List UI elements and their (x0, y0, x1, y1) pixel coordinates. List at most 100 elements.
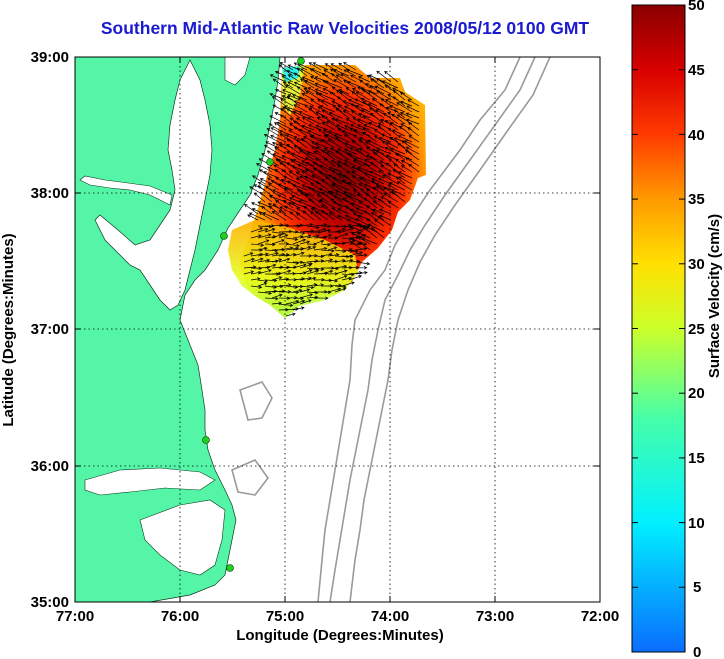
velocity-vector (362, 131, 378, 143)
velocity-vector (266, 150, 280, 161)
velocity-vector (285, 299, 300, 305)
velocity-vector (334, 269, 348, 275)
velocity-vector (305, 157, 322, 167)
velocity-vector (271, 231, 285, 236)
velocity-vector (331, 207, 343, 215)
velocity-vector (271, 233, 283, 239)
colorbar-tick-label: 30 (688, 256, 705, 273)
velocity-vector (264, 228, 276, 233)
velocity-vector (281, 154, 294, 161)
velocity-vector (374, 219, 385, 227)
velocity-vector (362, 128, 378, 137)
velocity-vector (326, 151, 343, 161)
velocity-vector (321, 115, 336, 125)
velocity-vector (310, 68, 329, 77)
velocity-vector (285, 224, 301, 228)
velocity-vector (395, 158, 406, 167)
velocity-vector (335, 150, 350, 161)
velocity-vector (348, 195, 364, 203)
velocity-vector (392, 87, 406, 95)
velocity-vector (257, 269, 272, 275)
velocity-vector (293, 62, 308, 71)
velocity-vector (248, 212, 266, 221)
velocity-vector (324, 80, 343, 89)
velocity-vector (348, 248, 364, 257)
velocity-vector (296, 67, 308, 77)
velocity-vector (285, 312, 296, 317)
velocity-vector (269, 115, 287, 125)
velocity-vector (343, 80, 357, 89)
radar-stations (202, 57, 305, 572)
velocity-vector (244, 203, 259, 215)
velocity-vector (322, 129, 336, 137)
colorbar-tick-label: 50 (688, 0, 705, 14)
colorbar-tick-label: 5 (693, 579, 701, 596)
velocity-vector (381, 140, 392, 149)
velocity-vector (257, 228, 269, 233)
velocity-vector (311, 145, 322, 155)
velocity-vector (327, 287, 342, 293)
velocity-vector (292, 231, 306, 235)
velocity-vector (370, 112, 385, 125)
velocity-vector (313, 239, 325, 245)
velocity-vector (271, 239, 285, 245)
velocity-vector (399, 125, 413, 137)
velocity-vector (322, 87, 336, 95)
velocity-vector (308, 198, 322, 209)
velocity-vector (288, 170, 301, 179)
velocity-vector (278, 283, 292, 287)
velocity-vector (305, 168, 322, 179)
velocity-vector (350, 110, 364, 119)
velocity-vector (257, 252, 269, 257)
y-tick-label: 39:00 (31, 49, 69, 66)
velocity-vector (313, 254, 325, 259)
velocity-vector (407, 127, 420, 137)
velocity-vector (247, 214, 259, 221)
velocity-vector (395, 152, 413, 161)
velocity-vector (345, 118, 357, 125)
velocity-vector (334, 274, 348, 281)
velocity-vector (297, 96, 315, 107)
velocity-vector (359, 79, 371, 89)
velocity-vector (284, 85, 301, 95)
velocity-vector (319, 199, 336, 209)
velocity-vector (327, 246, 338, 251)
colorbar-tick-label: 20 (688, 385, 705, 402)
velocity-vector (406, 105, 420, 113)
velocity-vector (334, 264, 348, 269)
velocity-vector (275, 199, 287, 209)
velocity-vector (321, 178, 336, 191)
velocity-vector (257, 181, 273, 191)
velocity-vector (250, 266, 263, 271)
velocity-vector (316, 117, 329, 125)
velocity-vector (341, 276, 353, 281)
velocity-vector (265, 185, 280, 197)
velocity-vector (289, 197, 301, 203)
velocity-vector (272, 203, 287, 215)
velocity-vector (371, 98, 385, 107)
velocity-vector (301, 117, 315, 125)
velocity-vector (334, 118, 350, 125)
colorbar-tick-label: 40 (688, 127, 705, 144)
colorbar-ticks (632, 4, 685, 653)
velocity-vector (329, 68, 343, 77)
velocity-vector (342, 179, 357, 191)
velocity-vector (305, 162, 322, 173)
chesapeake-bay (94, 59, 213, 311)
velocity-vector (392, 129, 406, 137)
velocity-vector (263, 171, 280, 179)
velocity-vector (243, 252, 254, 257)
velocity-vector (278, 223, 290, 228)
y-axis-label: Latitude (Degrees:Minutes) (0, 233, 17, 426)
velocity-vector (353, 134, 364, 143)
velocity-vector (393, 137, 406, 143)
velocity-vector (268, 195, 287, 203)
velocity-vector (292, 251, 305, 257)
velocity-vector (335, 107, 350, 119)
velocity-vector (313, 246, 328, 251)
velocity-vector (304, 79, 322, 89)
velocity-vectors (243, 62, 420, 317)
velocity-vector (320, 252, 333, 257)
velocity-vector (343, 69, 357, 77)
velocity-vector (271, 276, 283, 281)
